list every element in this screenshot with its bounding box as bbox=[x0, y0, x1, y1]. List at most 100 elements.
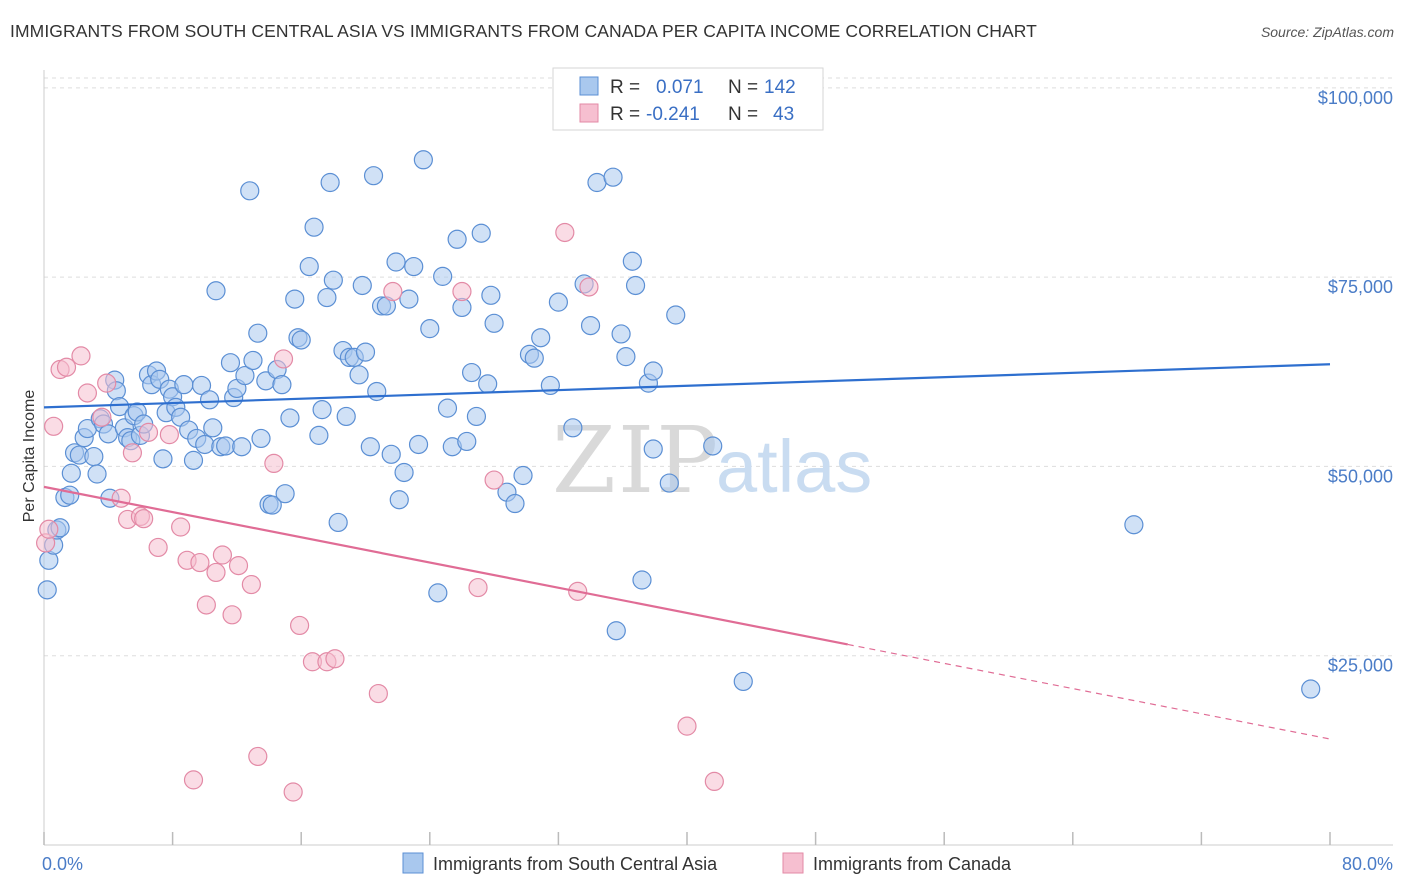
pink-point-4 bbox=[56, 357, 77, 377]
blue-point-72 bbox=[317, 287, 337, 308]
x-tick-label-max: 80.0% bbox=[1342, 854, 1393, 874]
blue-point-42 bbox=[191, 375, 212, 396]
blue-point-98 bbox=[433, 266, 453, 286]
blue-point-134 bbox=[703, 436, 723, 456]
legend-swatch-blue bbox=[579, 76, 599, 96]
watermark-atlas: atlas bbox=[716, 425, 872, 508]
watermark: ZIP atlas bbox=[552, 407, 872, 514]
blue-point-125 bbox=[616, 347, 636, 367]
blue-point-63 bbox=[275, 484, 295, 504]
blue-point-101 bbox=[447, 229, 467, 249]
x-tick-label-min: 0.0% bbox=[42, 854, 83, 874]
x-axis-ticks bbox=[43, 832, 1331, 845]
y-axis-tick-labels: $25,000 $50,000 $75,000 $100,000 bbox=[1318, 88, 1393, 676]
pink-point-27 bbox=[248, 746, 268, 767]
pink-point-1 bbox=[39, 519, 59, 539]
blue-point-45 bbox=[203, 418, 223, 438]
pink-point-24 bbox=[222, 605, 242, 625]
pink-point-37 bbox=[452, 281, 472, 302]
pink-point-31 bbox=[289, 615, 310, 636]
blue-point-68 bbox=[299, 256, 319, 277]
blue-point-49 bbox=[220, 353, 241, 373]
axes bbox=[43, 70, 1393, 846]
blue-point-7 bbox=[61, 463, 81, 483]
blue-point-38 bbox=[174, 375, 194, 395]
legend-swatch-pink bbox=[579, 103, 599, 123]
blue-point-91 bbox=[394, 462, 414, 483]
blue-point-131 bbox=[643, 439, 663, 459]
blue-point-52 bbox=[232, 437, 252, 457]
pink-point-15 bbox=[148, 537, 168, 558]
blue-point-13 bbox=[87, 464, 107, 484]
trend-lines bbox=[43, 363, 1331, 740]
legend-r-label-1: R = bbox=[610, 77, 640, 98]
x-axis-tick-labels: 0.0% 80.0% bbox=[42, 854, 1393, 874]
pink-point-36 bbox=[383, 281, 403, 302]
legend-n-label-1: N = bbox=[728, 77, 758, 98]
pink-point-26 bbox=[241, 574, 261, 595]
blue-point-12 bbox=[84, 446, 104, 467]
blue-point-32 bbox=[153, 449, 173, 469]
pink-point-17 bbox=[171, 517, 191, 537]
blue-point-124 bbox=[611, 324, 631, 344]
blue-point-128 bbox=[632, 570, 652, 590]
blue-point-57 bbox=[251, 428, 271, 449]
pink-point-30 bbox=[283, 782, 303, 802]
trend-line-canada bbox=[43, 485, 848, 646]
blue-point-71 bbox=[312, 400, 332, 420]
blue-point-112 bbox=[513, 465, 533, 486]
blue-point-120 bbox=[580, 316, 601, 336]
pink-point-40 bbox=[555, 222, 575, 243]
y-tick-label-2: $75,000 bbox=[1328, 277, 1393, 297]
pink-point-29 bbox=[273, 349, 294, 369]
blue-point-99 bbox=[437, 398, 458, 418]
blue-point-67 bbox=[291, 330, 311, 350]
blue-point-74 bbox=[323, 270, 343, 290]
blue-point-80 bbox=[349, 365, 369, 385]
pink-point-8 bbox=[97, 373, 117, 393]
legend-r-value-2: -0.241 bbox=[646, 104, 700, 125]
blue-point-85 bbox=[367, 381, 387, 402]
blue-point-83 bbox=[360, 437, 380, 457]
blue-point-48 bbox=[216, 436, 236, 456]
pink-point-35 bbox=[368, 683, 388, 704]
blue-point-94 bbox=[408, 434, 429, 455]
blue-point-46 bbox=[206, 281, 226, 301]
pink-point-38 bbox=[468, 577, 488, 598]
blue-point-92 bbox=[399, 289, 419, 309]
blue-point-0 bbox=[37, 580, 57, 600]
legend-n-value-1: 142 bbox=[764, 77, 796, 98]
blue-point-70 bbox=[309, 425, 329, 445]
blue-point-123 bbox=[606, 621, 626, 641]
blue-point-95 bbox=[413, 150, 433, 170]
blue-point-121 bbox=[587, 172, 607, 193]
pink-point-5 bbox=[71, 346, 91, 366]
blue-point-40 bbox=[183, 450, 204, 470]
legend-r-label-2: R = bbox=[610, 104, 640, 125]
pink-point-42 bbox=[579, 277, 599, 297]
blue-point-104 bbox=[461, 362, 482, 383]
blue-point-105 bbox=[466, 406, 487, 427]
blue-point-44 bbox=[199, 390, 220, 410]
pink-point-7 bbox=[92, 407, 112, 427]
pink-point-9 bbox=[111, 488, 131, 508]
pink-point-22 bbox=[206, 562, 226, 583]
pink-point-14 bbox=[138, 422, 159, 442]
pink-point-13 bbox=[134, 509, 154, 529]
blue-point-132 bbox=[659, 473, 679, 493]
blue-point-126 bbox=[622, 251, 642, 271]
legend-n-value-2: 43 bbox=[773, 104, 794, 125]
blue-point-56 bbox=[248, 323, 268, 343]
source-credit: Source: ZipAtlas.com bbox=[1260, 24, 1394, 40]
blue-point-53 bbox=[235, 365, 255, 386]
legend-r-value-1: 0.071 bbox=[656, 77, 704, 98]
pink-point-44 bbox=[704, 771, 724, 792]
bottom-legend-swatch-pink bbox=[782, 852, 804, 874]
blue-point-93 bbox=[404, 256, 424, 277]
pink-point-28 bbox=[264, 453, 284, 473]
correlation-legend: R = 0.071 N = 142 R = -0.241 N = 43 bbox=[552, 67, 824, 131]
bottom-legend-label-blue: Immigrants from South Central Asia bbox=[433, 854, 718, 874]
blue-point-108 bbox=[481, 285, 501, 305]
pink-point-43 bbox=[677, 716, 697, 736]
blue-point-62 bbox=[272, 375, 292, 395]
